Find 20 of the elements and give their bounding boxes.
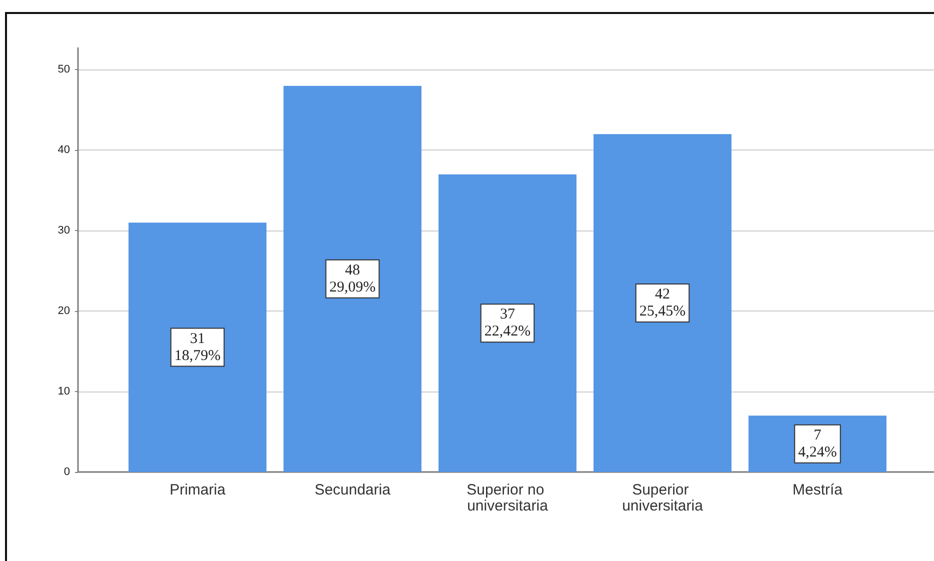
y-tick-label: 50 — [58, 64, 70, 76]
data-label: 37 22,42% — [484, 306, 531, 340]
x-tick-label: Superior universitaria — [622, 482, 704, 514]
data-label: 7 4,24% — [798, 427, 837, 460]
bar — [438, 174, 576, 472]
bar — [594, 134, 732, 472]
bar — [128, 222, 266, 472]
x-tick-label: Mestría — [792, 482, 844, 498]
x-tick-label: Primaria — [170, 482, 226, 498]
y-tick-label: 30 — [58, 224, 70, 237]
x-tick-label: Superior no universitaria — [466, 482, 549, 514]
data-label: 42 25,45% — [639, 286, 686, 320]
x-tick-label: Secundaria — [314, 482, 392, 498]
y-tick-label: 40 — [58, 144, 70, 156]
y-tick-label: 20 — [58, 305, 70, 318]
bar — [284, 86, 422, 472]
data-label: 48 29,09% — [329, 262, 376, 296]
data-label: 31 18,79% — [174, 330, 221, 364]
y-tick-label: 0 — [64, 466, 70, 478]
y-tick-label: 10 — [58, 386, 70, 398]
